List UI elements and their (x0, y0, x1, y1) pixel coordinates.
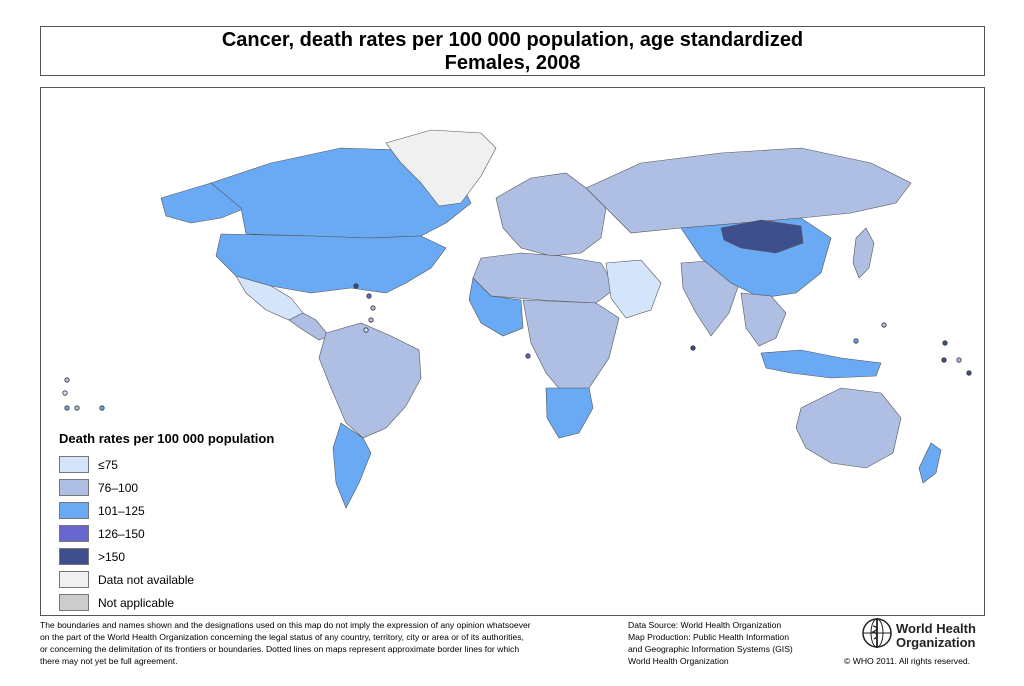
island-marker (363, 327, 369, 333)
disclaimer-line: there may not yet be full agreement. (40, 656, 178, 666)
region-arabia (605, 259, 662, 319)
region-south-america (318, 322, 422, 439)
island-marker (370, 305, 376, 311)
region-europe (495, 172, 607, 257)
legend-item: ≤75 (59, 453, 319, 476)
who-emblem-icon (862, 618, 892, 648)
legend-label: 126–150 (98, 526, 145, 541)
legend-swatch (59, 479, 89, 496)
region-north-africa (472, 252, 617, 304)
world-map: Death rates per 100 000 population ≤75 7… (40, 87, 985, 616)
legend-item: 76–100 (59, 476, 319, 499)
disclaimer-line: or concerning the delimitation of its fr… (40, 644, 520, 654)
world-map-svg (62, 129, 972, 509)
legend-label: ≤75 (98, 457, 118, 472)
legend-swatch (59, 502, 89, 519)
region-central-africa (522, 299, 620, 394)
disclaimer-line: The boundaries and names shown and the d… (40, 620, 531, 630)
island-marker (64, 377, 70, 383)
legend-item: 126–150 (59, 522, 319, 545)
region-japan (852, 227, 875, 279)
region-southern-africa (545, 387, 594, 439)
legend-item: 101–125 (59, 499, 319, 522)
island-marker (956, 357, 962, 363)
island-marker (941, 357, 947, 363)
map-title: Cancer, death rates per 100 000 populati… (221, 29, 804, 51)
island-marker (74, 405, 80, 411)
legend-label: Data not available (98, 572, 195, 587)
map-legend: Death rates per 100 000 population ≤75 7… (59, 431, 319, 614)
island-marker (525, 353, 531, 359)
region-canada (210, 147, 472, 239)
disclaimer-line: on the part of the World Health Organiza… (40, 632, 524, 642)
legend-swatch (59, 548, 89, 565)
region-argentina (332, 422, 372, 509)
island-marker (881, 322, 887, 328)
map-title-box: Cancer, death rates per 100 000 populati… (40, 26, 985, 76)
source-line: Data Source: World Health Organization (628, 620, 782, 630)
region-new-zealand (918, 442, 942, 484)
legend-swatch (59, 594, 89, 611)
source-line: and Geographic Information Systems (GIS) (628, 644, 793, 654)
legend-label: >150 (98, 549, 126, 564)
island-marker (366, 293, 372, 299)
region-southeast-asia (740, 292, 787, 347)
who-org-name: World Health Organization (896, 621, 976, 650)
map-disclaimer: The boundaries and names shown and the d… (40, 619, 600, 667)
region-indonesia (760, 349, 882, 379)
legend-item: >150 (59, 545, 319, 568)
who-logo-block: World Health Organization © WHO 2011. Al… (842, 614, 987, 674)
source-line: Map Production: Public Health Informatio… (628, 632, 789, 642)
island-marker (966, 370, 972, 376)
legend-item: Data not available (59, 568, 319, 591)
island-marker (942, 340, 948, 346)
map-subtitle: Females, 2008 (444, 52, 581, 74)
island-marker (853, 338, 859, 344)
island-marker (690, 345, 696, 351)
region-mongolia (720, 219, 804, 254)
legend-swatch (59, 525, 89, 542)
legend-label: 101–125 (98, 503, 145, 518)
region-russia (585, 147, 912, 234)
region-greenland (385, 129, 497, 207)
copyright: © WHO 2011. All rights reserved. (844, 656, 971, 666)
island-marker (368, 317, 374, 323)
legend-label: Not applicable (98, 595, 175, 610)
region-west-africa (468, 277, 524, 337)
legend-title: Death rates per 100 000 population (59, 431, 275, 446)
island-marker (99, 405, 105, 411)
legend-label: 76–100 (98, 480, 139, 495)
legend-item: Not applicable (59, 591, 319, 614)
legend-swatch (59, 456, 89, 473)
island-marker (353, 283, 359, 289)
island-marker (64, 405, 70, 411)
region-australia (795, 387, 902, 469)
source-line: World Health Organization (628, 656, 729, 666)
region-central-america (288, 312, 330, 341)
legend-swatch (59, 571, 89, 588)
island-marker (62, 390, 68, 396)
data-source: Data Source: World Health Organization M… (628, 619, 838, 667)
